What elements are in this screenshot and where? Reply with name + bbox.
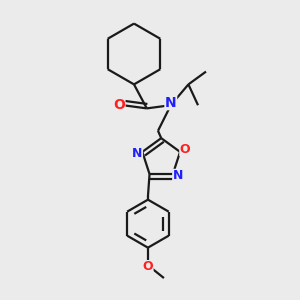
Text: N: N bbox=[172, 169, 183, 182]
Text: O: O bbox=[113, 98, 125, 112]
Text: N: N bbox=[165, 96, 177, 110]
Text: O: O bbox=[142, 260, 153, 273]
Text: O: O bbox=[180, 143, 190, 156]
Text: N: N bbox=[132, 147, 143, 160]
